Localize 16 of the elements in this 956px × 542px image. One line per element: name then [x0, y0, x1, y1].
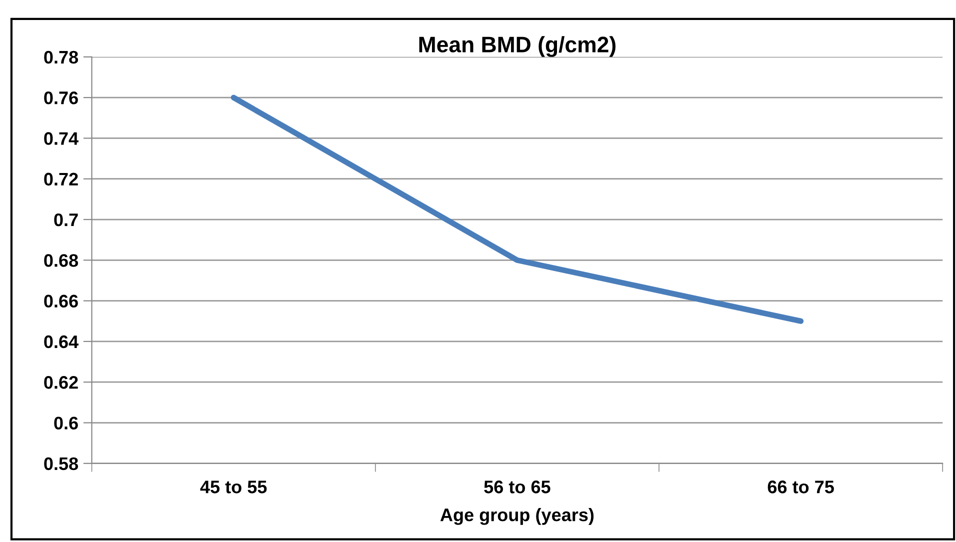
y-tick-label: 0.74 — [44, 132, 78, 145]
y-tick-label: 0.66 — [44, 294, 78, 308]
y-tick-label: 0.64 — [44, 335, 78, 348]
y-tick-label: 0.68 — [44, 254, 78, 267]
y-tick-label: 0.7 — [54, 213, 78, 226]
x-axis-title: Age group (years) — [440, 508, 594, 525]
y-tick-label: 0.78 — [44, 50, 78, 64]
y-tick-label: 0.76 — [44, 91, 78, 104]
y-tick-label: 0.72 — [44, 172, 78, 186]
x-tick-label: 56 to 65 — [484, 480, 550, 494]
y-tick-label: 0.58 — [44, 457, 78, 470]
x-tick-label: 45 to 55 — [200, 480, 267, 494]
y-tick-label: 0.6 — [54, 416, 78, 430]
y-tick-label: 0.62 — [44, 376, 78, 389]
chart-title: Mean BMD (g/cm2) — [419, 36, 616, 57]
x-tick-label: 66 to 75 — [768, 480, 834, 494]
